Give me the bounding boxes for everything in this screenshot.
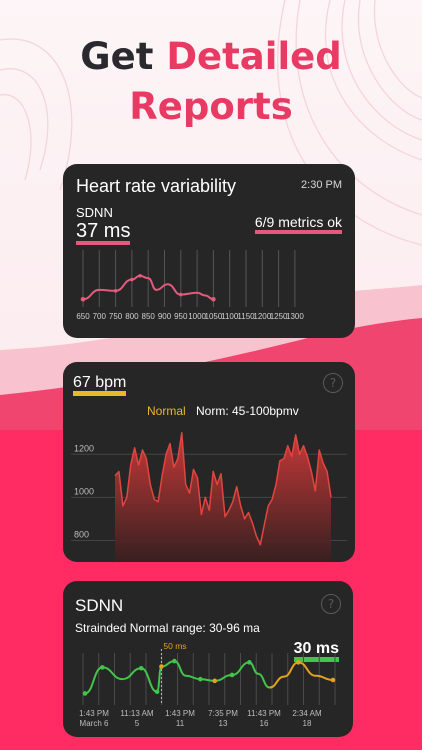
sdnn-x-label-date: March 6 bbox=[80, 719, 109, 728]
hrv-x-label: 800 bbox=[125, 312, 139, 321]
hrv-point bbox=[113, 289, 118, 293]
hrv-point bbox=[80, 297, 86, 302]
bpm-y-label: 1200 bbox=[74, 443, 94, 453]
hrv-status: 6/9 metrics ok bbox=[254, 215, 342, 234]
sdnn-x-label-time: 11:13 AM bbox=[120, 709, 154, 718]
bpm-status: Normal bbox=[147, 404, 186, 418]
sdnn-point bbox=[172, 658, 177, 664]
sdnn-value: 30 ms bbox=[293, 641, 339, 662]
sdnn-x-label-time: 11:43 PM bbox=[247, 709, 281, 718]
hrv-value: 37 ms bbox=[76, 221, 131, 245]
background-contour-lines bbox=[0, 0, 422, 246]
bpm-norm: Norm: 45-100bpmv bbox=[196, 404, 299, 418]
sdnn-orange-line bbox=[269, 661, 334, 689]
sdnn-point bbox=[159, 664, 164, 669]
sdnn-range: Strainded Normal range: 30-96 ma bbox=[75, 621, 260, 635]
hrv-x-label: 750 bbox=[109, 312, 123, 321]
sdnn-point bbox=[198, 676, 203, 682]
headline-part2: Detailed bbox=[166, 35, 342, 78]
sdnn-x-label-time: 1:43 PM bbox=[79, 709, 109, 718]
sdnn-marker-label: 50 ms bbox=[163, 641, 186, 651]
hrv-point bbox=[211, 297, 216, 302]
sdnn-point bbox=[330, 677, 336, 683]
hrv-x-label: 650 bbox=[76, 312, 90, 321]
bpm-card[interactable]: 67 bpm ? Normal Norm: 45-100bpmv 1200 100… bbox=[63, 362, 355, 562]
sdnn-x-label-time: 2:34 AM bbox=[292, 709, 322, 718]
sdnn-point bbox=[100, 665, 105, 670]
sdnn-point bbox=[247, 660, 252, 665]
hrv-x-label: 1050 bbox=[205, 312, 223, 321]
hrv-x-label: 700 bbox=[93, 312, 107, 321]
hrv-point bbox=[179, 292, 183, 297]
headline-part1: Get bbox=[80, 35, 154, 78]
sdnn-point bbox=[138, 665, 144, 671]
sdnn-point bbox=[154, 689, 160, 695]
sdnn-x-label-date: 11 bbox=[176, 719, 185, 728]
sdnn-x-label-date: 18 bbox=[303, 719, 312, 728]
hrv-card[interactable]: Heart rate variability 2:30 PM SDNN 37 m… bbox=[63, 164, 355, 338]
help-icon[interactable]: ? bbox=[323, 373, 343, 393]
bpm-y-label: 1000 bbox=[74, 486, 94, 496]
hrv-title: Heart rate variability bbox=[76, 176, 237, 196]
bpm-y-label: 800 bbox=[74, 529, 89, 539]
bpm-chart: 1200 1000 800 bbox=[71, 432, 347, 562]
hrv-x-label: 1200 bbox=[253, 312, 271, 321]
hrv-x-label: 900 bbox=[158, 312, 172, 321]
sdnn-point bbox=[229, 672, 235, 678]
sdnn-x-label-time: 1:43 PM bbox=[165, 709, 195, 718]
hrv-line bbox=[82, 274, 214, 301]
sdnn-card[interactable]: SDNN ? Strainded Normal range: 30-96 ma … bbox=[63, 581, 353, 737]
sdnn-point bbox=[82, 691, 88, 696]
bpm-line bbox=[114, 432, 332, 546]
hrv-x-label: 1100 bbox=[221, 312, 239, 321]
bpm-value: 67 bpm bbox=[73, 375, 127, 396]
headline: Get Detailed Reports bbox=[0, 32, 422, 132]
hrv-point bbox=[138, 274, 142, 278]
hrv-x-label: 1000 bbox=[188, 312, 206, 321]
hrv-x-label: 950 bbox=[174, 312, 188, 321]
sdnn-point bbox=[212, 678, 218, 684]
hrv-x-label: 1250 bbox=[270, 312, 288, 321]
sdnn-x-label-date: 5 bbox=[135, 719, 140, 728]
help-icon[interactable]: ? bbox=[321, 594, 341, 614]
headline-part3: Reports bbox=[129, 85, 293, 128]
hrv-x-label: 1150 bbox=[237, 312, 255, 321]
hrv-time: 2:30 PM bbox=[301, 179, 342, 191]
sdnn-x-label-date: 13 bbox=[219, 719, 228, 728]
hrv-x-label: 850 bbox=[142, 312, 156, 321]
hrv-metric-label: SDNN bbox=[76, 205, 113, 220]
sdnn-point bbox=[296, 660, 301, 665]
hrv-point bbox=[130, 277, 134, 282]
sdnn-x-label-time: 7:35 PM bbox=[208, 709, 238, 718]
hrv-x-label: 1300 bbox=[286, 312, 304, 321]
sdnn-x-label-date: 16 bbox=[260, 719, 269, 728]
sdnn-title: SDNN bbox=[75, 596, 124, 615]
